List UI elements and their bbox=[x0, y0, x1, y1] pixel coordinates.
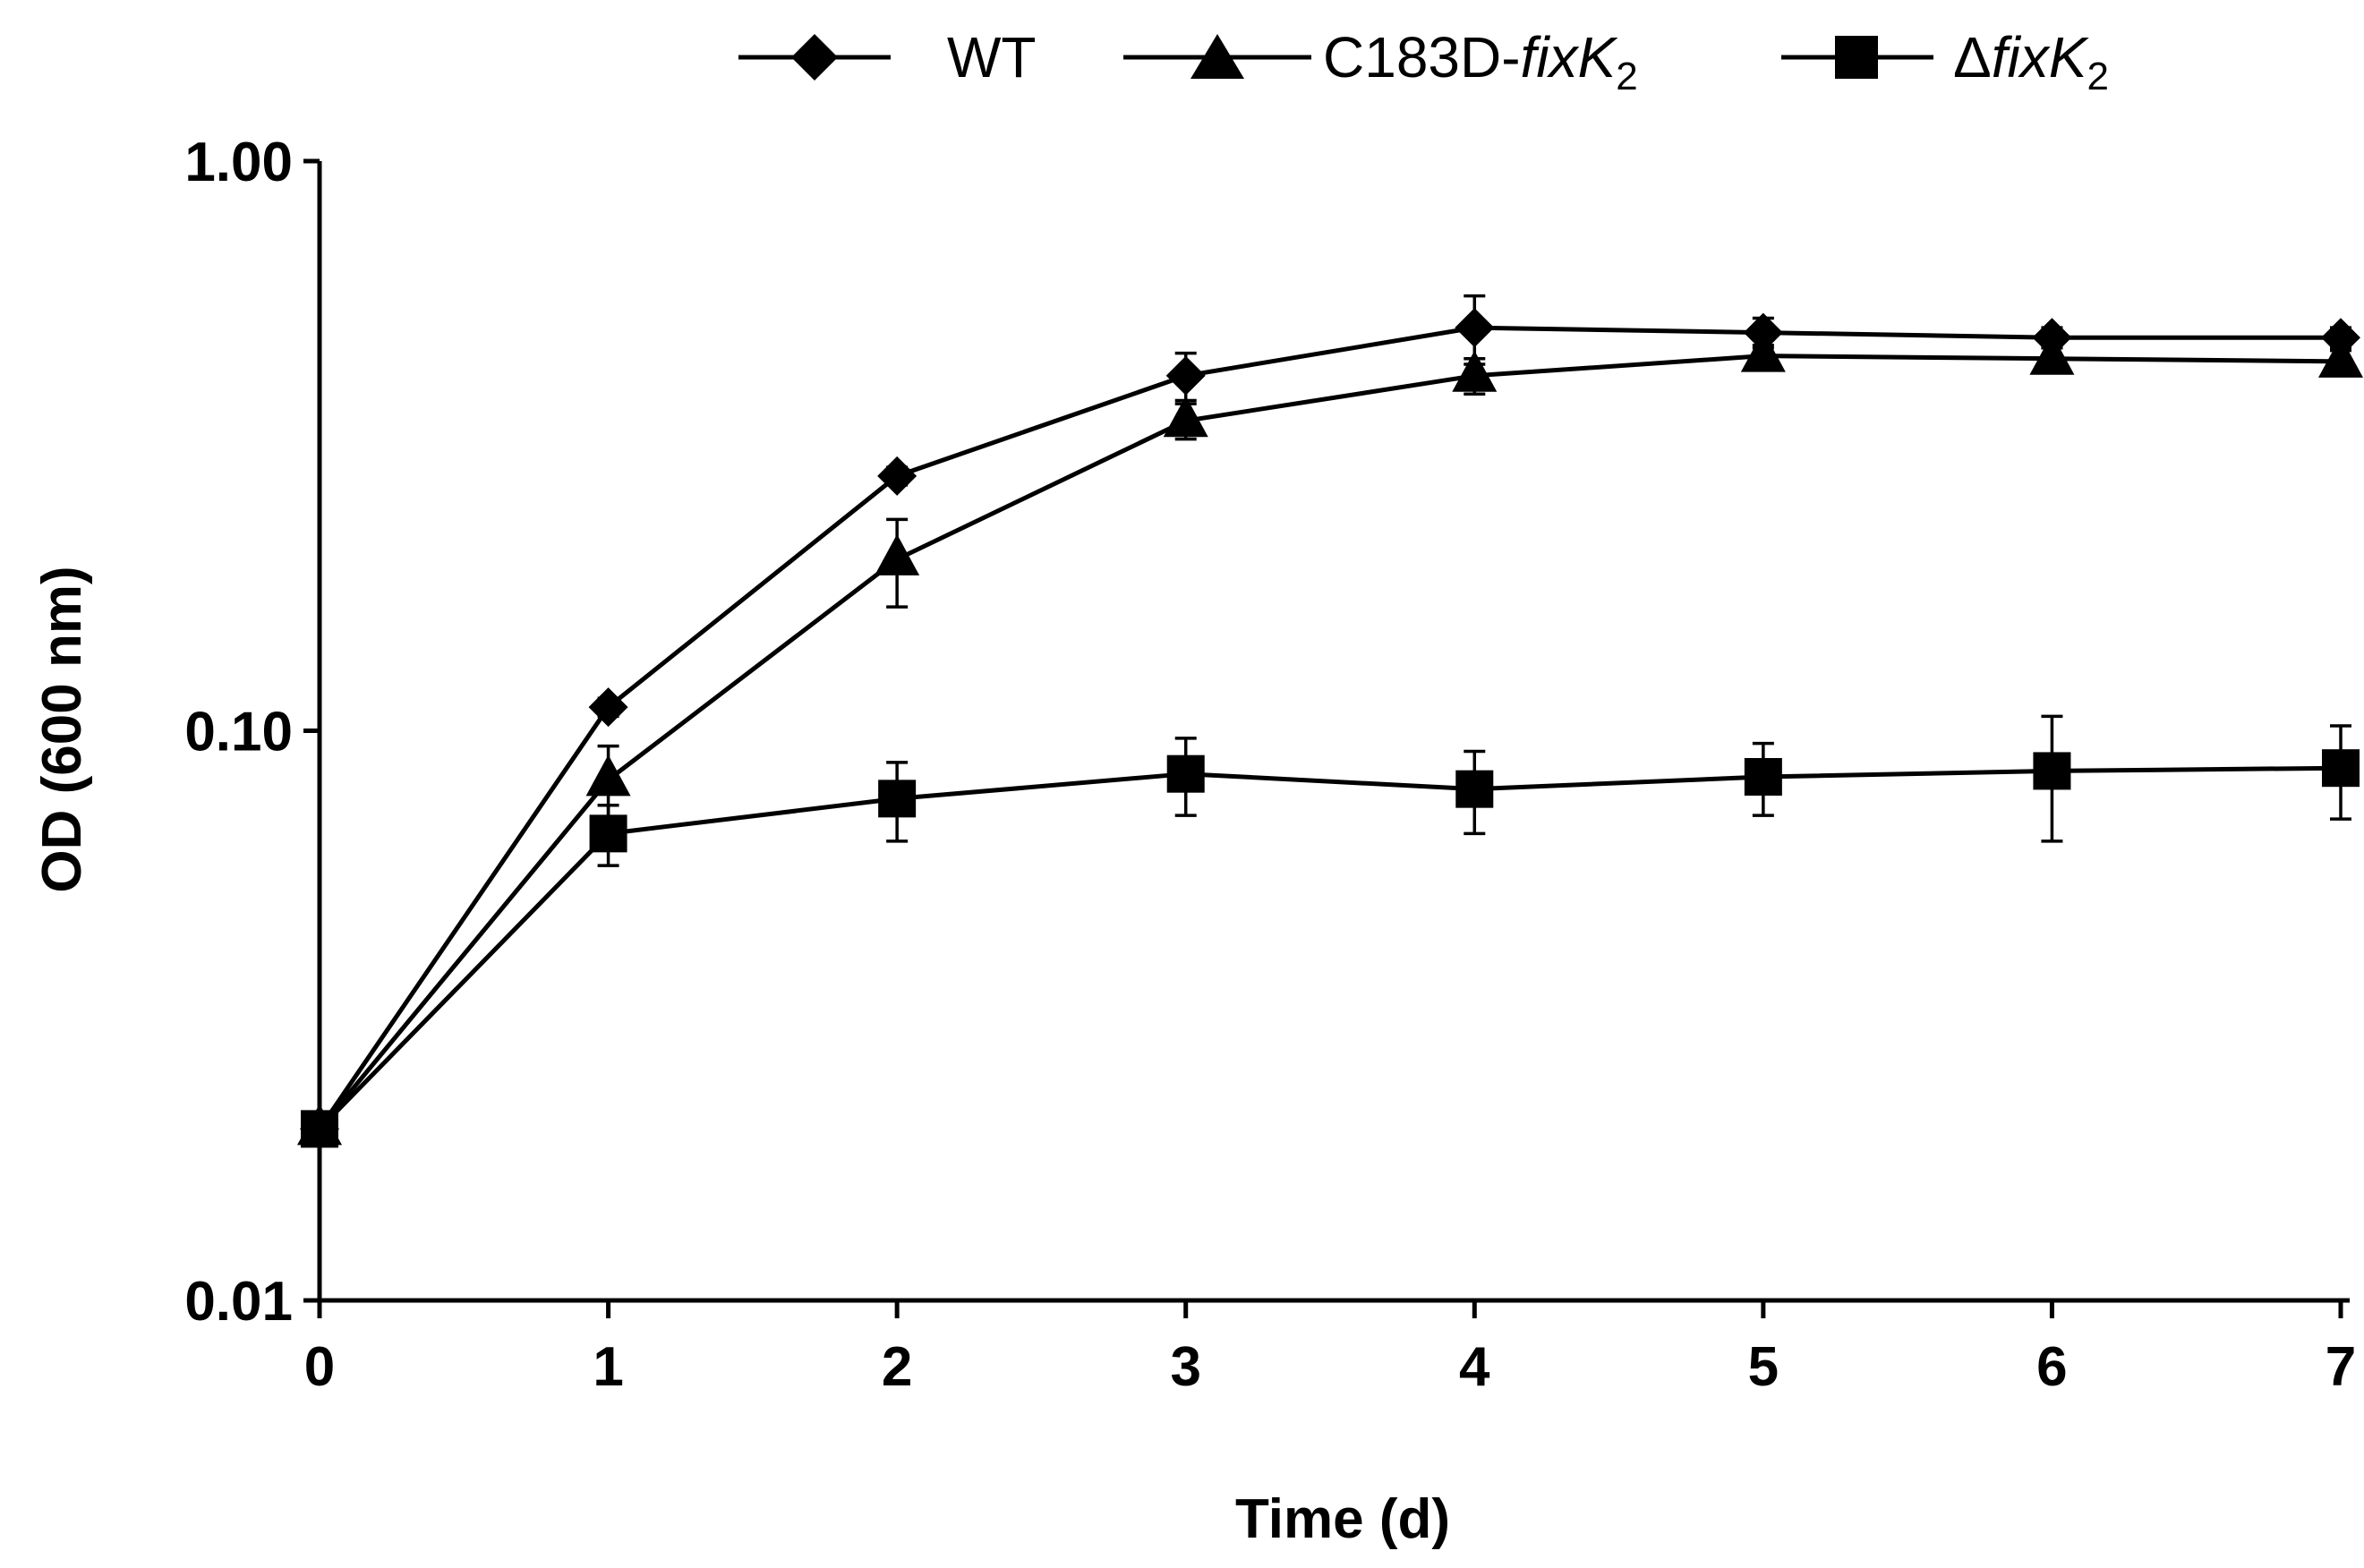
series-line bbox=[318, 765, 2342, 1131]
data-point-square bbox=[878, 780, 917, 818]
data-point-square bbox=[1166, 754, 1205, 793]
data-point-triangle bbox=[2029, 333, 2075, 375]
legend-entry-wt: WT bbox=[738, 25, 1037, 89]
x-tick-label: 3 bbox=[1170, 1336, 1200, 1398]
legend-marker-triangle bbox=[1191, 34, 1244, 79]
series-line bbox=[318, 354, 2342, 1130]
data-point-square bbox=[1455, 770, 1494, 808]
data-point-diamond bbox=[1165, 355, 1206, 396]
legend: WT C183D-fixK2 ΔfixK2 bbox=[738, 25, 2109, 98]
data-point-triangle bbox=[1163, 396, 1208, 438]
x-tick-label: 0 bbox=[304, 1336, 335, 1398]
data-point-triangle bbox=[875, 533, 920, 575]
series-square bbox=[301, 714, 2360, 1148]
legend-label-c183d: C183D-fixK2 bbox=[1323, 25, 1638, 98]
data-point-triangle bbox=[585, 754, 631, 797]
data-point-diamond bbox=[1455, 308, 1495, 348]
x-tick-label: 4 bbox=[1459, 1336, 1490, 1398]
legend-marker-diamond bbox=[791, 34, 838, 81]
series-line bbox=[317, 325, 2341, 1130]
data-point-square bbox=[301, 1110, 338, 1148]
data-point-diamond bbox=[877, 456, 917, 496]
data-point-square bbox=[589, 814, 627, 853]
data-point-triangle bbox=[1740, 330, 1786, 372]
data-point-square bbox=[1744, 758, 1782, 797]
ticks: 0 1 2 3 4 5 6 7 1.00 0.10 0.01 bbox=[184, 132, 2356, 1398]
legend-marker-square bbox=[1835, 36, 1878, 79]
y-tick-label: 1.00 bbox=[184, 132, 293, 193]
y-axis-title: OD (600 nm) bbox=[31, 566, 93, 892]
x-tick-label: 7 bbox=[2326, 1336, 2356, 1398]
x-tick-label: 1 bbox=[593, 1336, 623, 1398]
x-axis-title: Time (d) bbox=[1235, 1488, 1450, 1550]
y-tick-label: 0.01 bbox=[184, 1271, 293, 1333]
data-point-diamond bbox=[588, 687, 628, 728]
x-tick-label: 5 bbox=[1748, 1336, 1779, 1398]
y-tick-label: 0.10 bbox=[184, 702, 293, 763]
legend-entry-delta-fixk2: ΔfixK2 bbox=[1781, 25, 2109, 98]
x-tick-label: 6 bbox=[2036, 1336, 2067, 1398]
data-point-square bbox=[2322, 749, 2360, 788]
legend-label-delta-fixk2: ΔfixK2 bbox=[1953, 25, 2109, 98]
series-layer bbox=[297, 294, 2363, 1149]
legend-label-wt: WT bbox=[947, 25, 1037, 89]
legend-entry-c183d: C183D-fixK2 bbox=[1123, 25, 1638, 98]
data-point-triangle bbox=[2318, 336, 2363, 378]
data-point-square bbox=[2033, 752, 2071, 790]
x-tick-label: 2 bbox=[882, 1336, 912, 1398]
data-point-triangle bbox=[1452, 350, 1498, 392]
